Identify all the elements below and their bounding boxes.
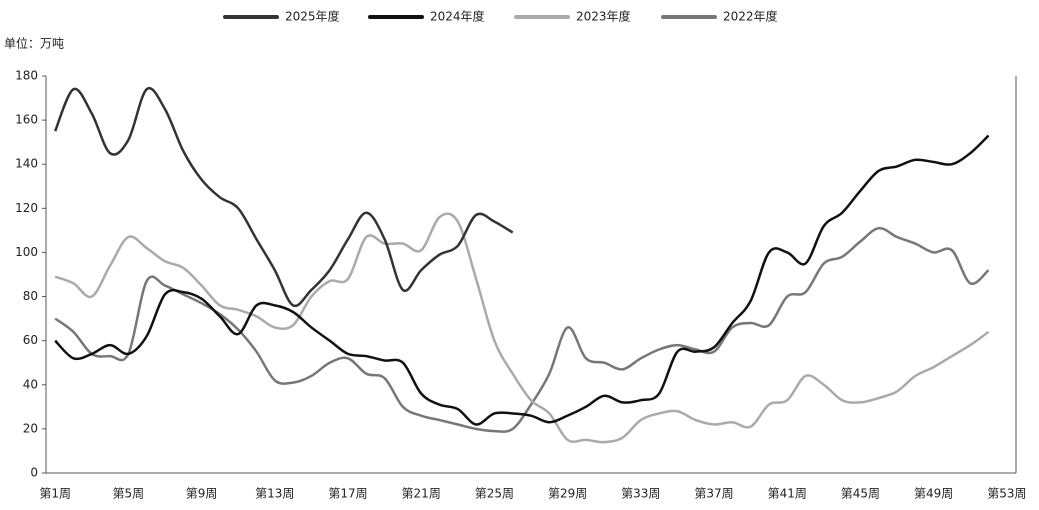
y-tick-label: 80 <box>23 289 38 303</box>
x-tick-label: 第45周 <box>841 487 880 501</box>
x-tick-label: 第17周 <box>328 487 367 501</box>
series-line <box>53 86 514 308</box>
x-tick-label: 第9周 <box>186 487 218 501</box>
x-tick-label: 第21周 <box>402 487 441 501</box>
legend-label: 2022年度 <box>723 9 778 24</box>
y-tick-label: 160 <box>15 113 38 127</box>
y-tick-label: 20 <box>23 421 38 435</box>
x-tick-label: 第53周 <box>987 487 1026 501</box>
unit-label: 单位：万吨 <box>4 36 64 51</box>
x-tick-label: 第5周 <box>113 487 145 501</box>
x-tick-label: 第49周 <box>914 487 953 501</box>
series-line <box>54 226 990 433</box>
x-tick-label: 第29周 <box>548 487 587 501</box>
y-tick-label: 120 <box>15 201 38 215</box>
y-tick-label: 0 <box>30 466 38 480</box>
legend-label: 2024年度 <box>430 9 485 24</box>
y-tick-label: 60 <box>23 333 38 347</box>
legend-label: 2025年度 <box>285 9 340 24</box>
x-tick-label: 第13周 <box>255 487 294 501</box>
y-tick-label: 100 <box>15 245 38 259</box>
x-tick-label: 第37周 <box>694 487 733 501</box>
y-tick-label: 40 <box>23 377 38 391</box>
x-tick-label: 第41周 <box>768 487 807 501</box>
series-line <box>54 134 990 426</box>
x-tick-label: 第1周 <box>39 487 71 501</box>
legend-label: 2023年度 <box>576 9 631 24</box>
series-line <box>54 212 990 444</box>
x-tick-label: 第25周 <box>475 487 514 501</box>
x-tick-label: 第33周 <box>621 487 660 501</box>
y-tick-label: 140 <box>15 157 38 171</box>
y-tick-label: 180 <box>15 69 38 83</box>
